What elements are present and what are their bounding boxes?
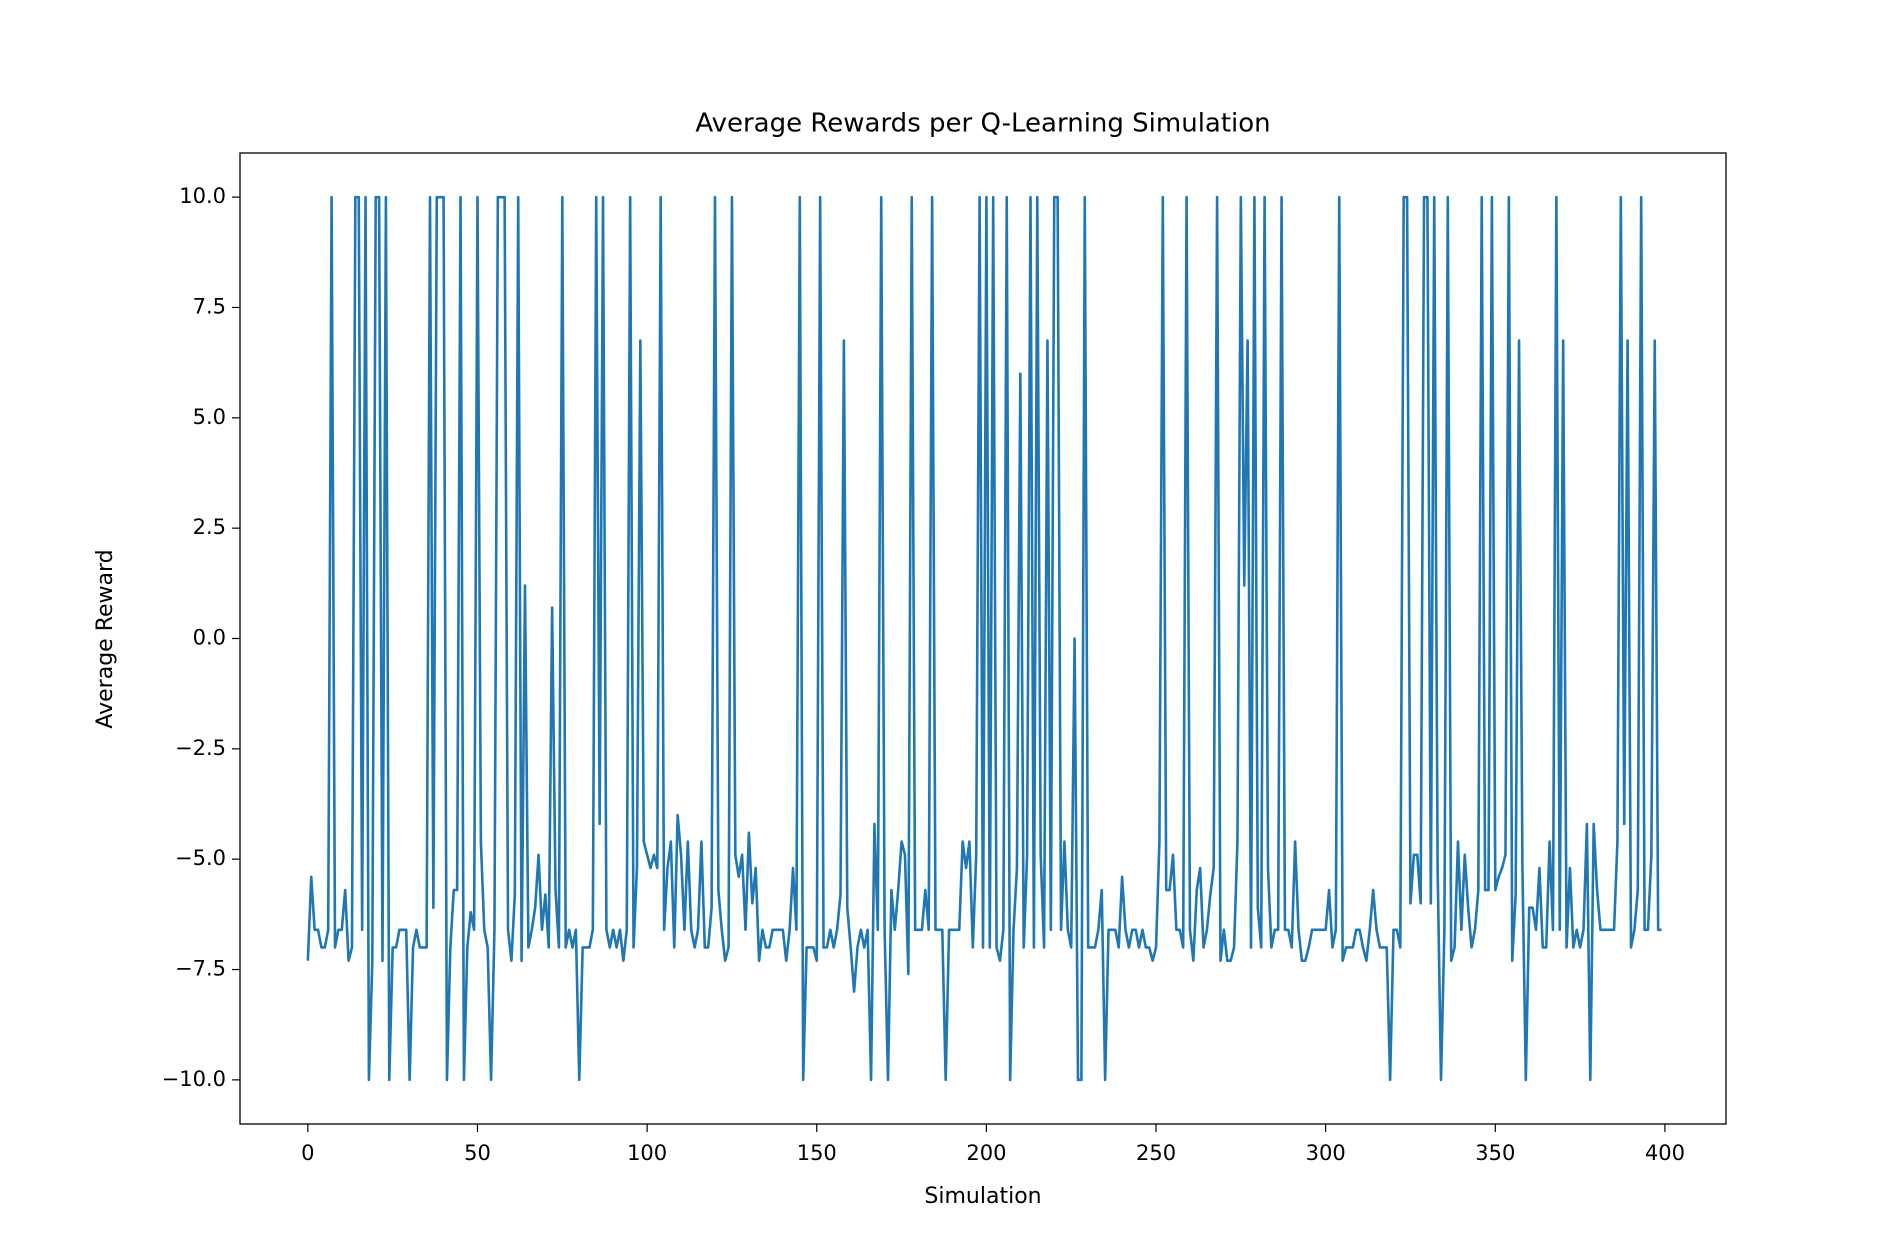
x-tick-label: 250 xyxy=(1136,1141,1176,1165)
y-tick-label: −5.0 xyxy=(175,846,226,870)
y-tick-label: −7.5 xyxy=(175,957,226,981)
y-tick-label: 10.0 xyxy=(179,184,226,208)
x-tick-label: 0 xyxy=(301,1141,314,1165)
y-tick-label: 0.0 xyxy=(193,626,226,650)
x-tick-label: 150 xyxy=(797,1141,837,1165)
x-tick-label: 350 xyxy=(1475,1141,1515,1165)
y-tick-label: 7.5 xyxy=(193,294,226,318)
x-tick-label: 200 xyxy=(966,1141,1006,1165)
y-tick-label: −2.5 xyxy=(175,736,226,760)
chart-title: Average Rewards per Q-Learning Simulatio… xyxy=(695,109,1270,139)
data-line xyxy=(306,195,1662,1082)
y-tick-label: 5.0 xyxy=(193,405,226,429)
plot-frame xyxy=(239,152,1727,1125)
x-axis-label: Simulation xyxy=(924,1184,1041,1209)
y-tick-label: −10.0 xyxy=(162,1067,226,1091)
y-axis-label: Average Reward xyxy=(93,549,118,728)
x-tick-label: 400 xyxy=(1645,1141,1685,1165)
x-tick-label: 300 xyxy=(1306,1141,1346,1165)
x-tick-label: 100 xyxy=(627,1141,667,1165)
x-tick-label: 50 xyxy=(464,1141,491,1165)
y-tick-label: 2.5 xyxy=(193,515,226,539)
